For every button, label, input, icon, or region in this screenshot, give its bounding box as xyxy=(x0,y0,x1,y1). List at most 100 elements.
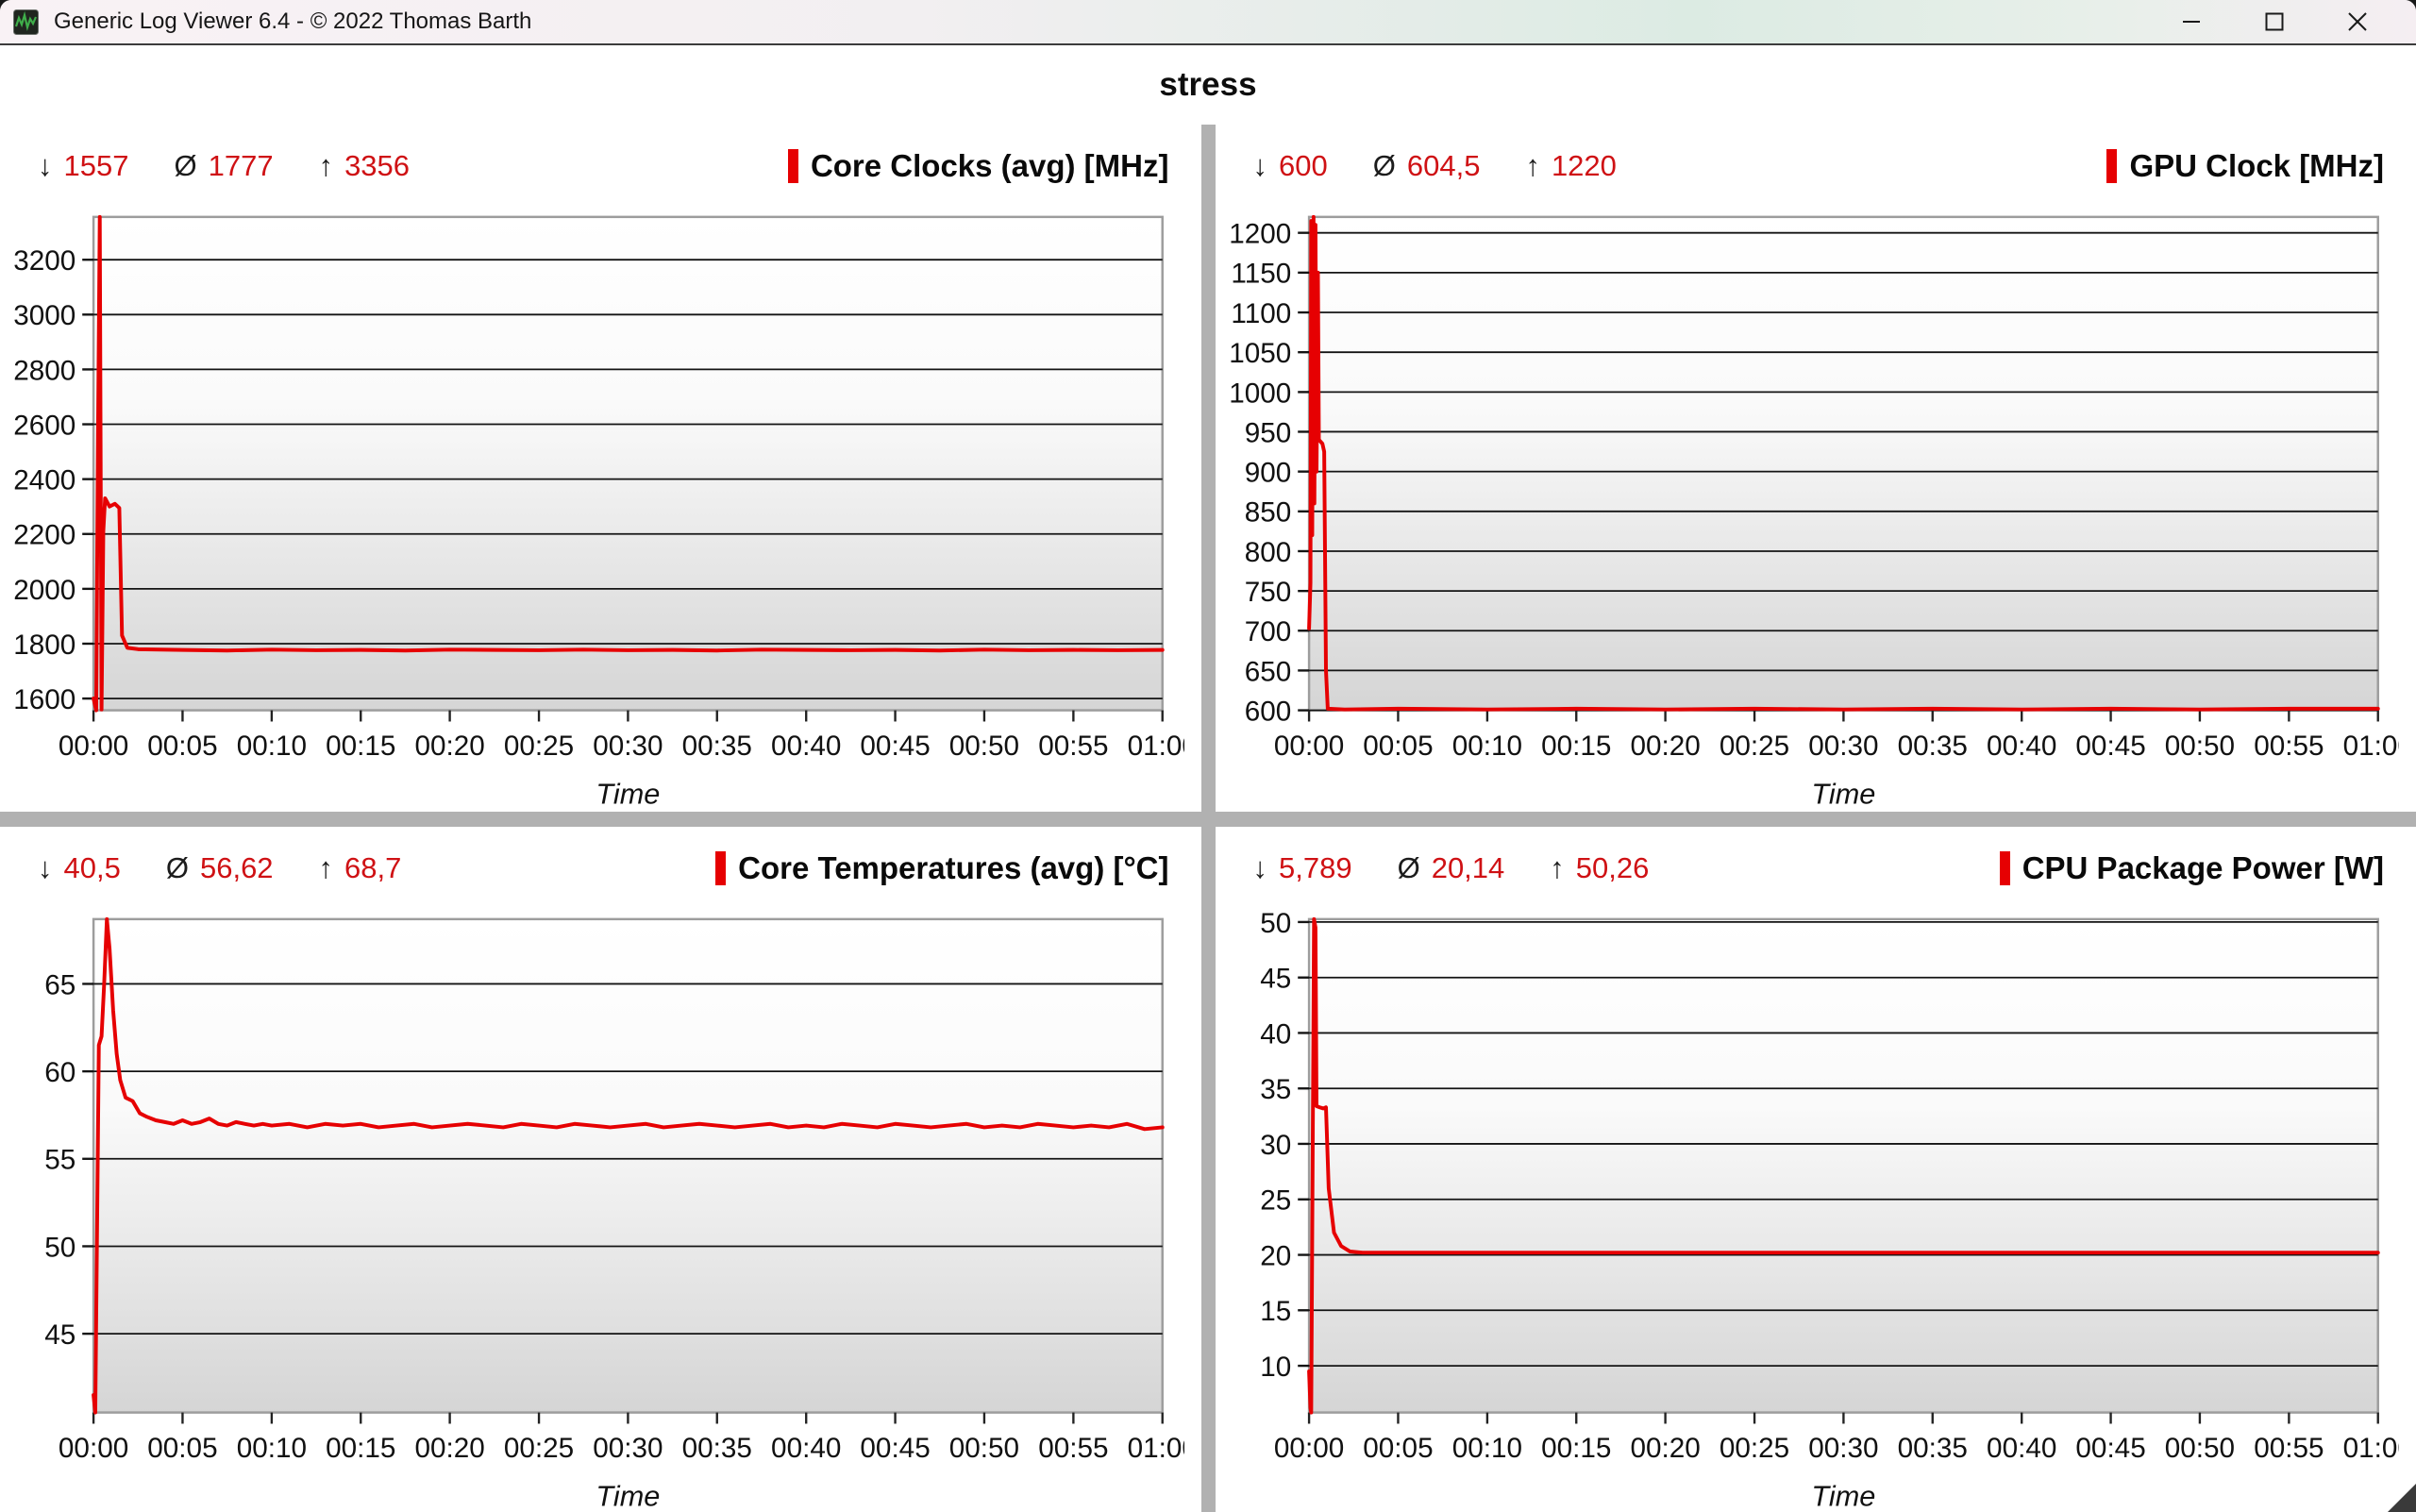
minimize-button[interactable] xyxy=(2150,0,2233,43)
maximize-button[interactable] xyxy=(2233,0,2316,43)
chart-stats: ↓ 600 Ø 604,5 ↑ 1220 xyxy=(1253,149,1617,183)
svg-text:900: 900 xyxy=(1244,458,1291,489)
svg-text:00:50: 00:50 xyxy=(949,1433,1019,1464)
svg-text:01:00: 01:00 xyxy=(2342,731,2399,762)
svg-text:00:15: 00:15 xyxy=(326,731,395,762)
app-logo-icon xyxy=(13,8,39,35)
svg-text:50: 50 xyxy=(1260,907,1291,938)
svg-text:1200: 1200 xyxy=(1229,219,1291,250)
svg-text:00:40: 00:40 xyxy=(771,731,841,762)
svg-text:00:30: 00:30 xyxy=(593,731,663,762)
svg-text:Time: Time xyxy=(1811,1479,1875,1511)
svg-text:650: 650 xyxy=(1244,656,1291,687)
svg-text:00:25: 00:25 xyxy=(1719,731,1788,762)
svg-text:65: 65 xyxy=(44,969,76,1000)
chart-panel-core-clocks: ↓ 1557 Ø 1777 ↑ 3356 Core Clocks (avg) [… xyxy=(0,125,1201,812)
svg-text:45: 45 xyxy=(1260,963,1291,994)
chart-header: ↓ 600 Ø 604,5 ↑ 1220 GPU Clock [MHz] xyxy=(1223,140,2400,193)
chart-title: Core Clocks (avg) [MHz] xyxy=(810,148,1169,183)
svg-text:60: 60 xyxy=(44,1057,76,1088)
max-arrow-icon: ↑ xyxy=(318,149,334,182)
svg-text:00:35: 00:35 xyxy=(682,1433,752,1464)
max-arrow-icon: ↑ xyxy=(1550,850,1565,884)
svg-text:45: 45 xyxy=(44,1319,76,1351)
chart-legend: GPU Clock [MHz] xyxy=(2106,148,2384,184)
svg-text:00:40: 00:40 xyxy=(1987,731,2056,762)
stat-max-value: 3356 xyxy=(344,149,411,182)
stat-max-value: 1220 xyxy=(1551,149,1617,182)
close-button[interactable] xyxy=(2316,0,2399,43)
avg-symbol-icon: Ø xyxy=(174,149,197,182)
svg-text:00:30: 00:30 xyxy=(1808,1433,1878,1464)
svg-text:00:55: 00:55 xyxy=(2254,1433,2324,1464)
stat-avg-value: 56,62 xyxy=(199,850,274,884)
stat-avg-value: 604,5 xyxy=(1406,149,1481,182)
svg-text:950: 950 xyxy=(1244,417,1291,448)
svg-text:30: 30 xyxy=(1260,1129,1291,1160)
chart-panel-core-temperatures: ↓ 40,5 Ø 56,62 ↑ 68,7 Core Temperatures … xyxy=(0,826,1201,1512)
chart-header: ↓ 1557 Ø 1777 ↑ 3356 Core Clocks (avg) [… xyxy=(8,140,1184,193)
min-arrow-icon: ↓ xyxy=(1252,149,1268,182)
resize-grip-icon[interactable] xyxy=(2388,1484,2416,1512)
svg-text:Time: Time xyxy=(1811,778,1875,810)
svg-text:00:00: 00:00 xyxy=(59,731,128,762)
avg-symbol-icon: Ø xyxy=(1372,149,1396,182)
svg-text:00:55: 00:55 xyxy=(1038,1433,1108,1464)
svg-text:00:45: 00:45 xyxy=(2075,1433,2145,1464)
svg-text:00:45: 00:45 xyxy=(2075,731,2145,762)
svg-text:00:20: 00:20 xyxy=(1630,1433,1700,1464)
svg-text:00:25: 00:25 xyxy=(504,1433,574,1464)
svg-text:00:45: 00:45 xyxy=(860,731,930,762)
chart-plot-cpu-package-power[interactable]: 10 15 20 25 30 35 40 45 50 00:00 00:05 00:10 00:15 00… xyxy=(1223,904,2399,1511)
svg-text:00:20: 00:20 xyxy=(414,731,484,762)
svg-text:50: 50 xyxy=(44,1232,76,1263)
page-title: stress xyxy=(0,45,2416,125)
svg-text:2800: 2800 xyxy=(13,355,76,386)
svg-text:00:05: 00:05 xyxy=(147,731,217,762)
chart-stats: ↓ 1557 Ø 1777 ↑ 3356 xyxy=(38,149,410,183)
chart-plot-gpu-clock[interactable]: 600 650 700 750 800 850 900 950 1000 1050 1100 1150… xyxy=(1223,202,2399,810)
svg-text:1000: 1000 xyxy=(1229,378,1291,409)
svg-text:01:00: 01:00 xyxy=(2342,1433,2399,1464)
chart-panel-gpu-clock: ↓ 600 Ø 604,5 ↑ 1220 GPU Clock [MHz] 600… xyxy=(1215,125,2416,812)
stat-min-value: 40,5 xyxy=(63,850,121,884)
svg-text:00:30: 00:30 xyxy=(1808,731,1878,762)
svg-text:00:10: 00:10 xyxy=(237,731,307,762)
chart-plot-core-temperatures[interactable]: 45 50 55 60 65 00:00 00:05 00:10 00:15 00:20 00:25… xyxy=(8,904,1184,1511)
svg-text:700: 700 xyxy=(1244,616,1291,647)
chart-header: ↓ 40,5 Ø 56,62 ↑ 68,7 Core Temperatures … xyxy=(8,842,1184,895)
svg-text:00:50: 00:50 xyxy=(2164,731,2234,762)
stat-max-value: 50,26 xyxy=(1575,850,1650,884)
svg-text:00:10: 00:10 xyxy=(1451,731,1521,762)
svg-text:1100: 1100 xyxy=(1231,298,1291,329)
chart-title: CPU Package Power [W] xyxy=(2022,849,2384,885)
svg-text:00:40: 00:40 xyxy=(1987,1433,2056,1464)
min-arrow-icon: ↓ xyxy=(38,149,53,182)
svg-text:00:05: 00:05 xyxy=(147,1433,217,1464)
min-arrow-icon: ↓ xyxy=(1252,850,1268,884)
chart-plot-core-clocks[interactable]: 1600 1800 2000 2200 2400 2600 2800 3000 3200 00:0… xyxy=(8,202,1184,810)
svg-text:00:30: 00:30 xyxy=(593,1433,663,1464)
svg-text:1150: 1150 xyxy=(1231,259,1291,290)
svg-text:25: 25 xyxy=(1260,1184,1291,1216)
stat-min-value: 1557 xyxy=(63,149,129,182)
svg-text:2200: 2200 xyxy=(13,520,76,551)
svg-text:Time: Time xyxy=(596,1479,660,1511)
svg-text:00:15: 00:15 xyxy=(1541,731,1611,762)
svg-text:01:00: 01:00 xyxy=(1128,1433,1184,1464)
chart-stats: ↓ 5,789 Ø 20,14 ↑ 50,26 xyxy=(1253,851,1650,885)
svg-text:00:10: 00:10 xyxy=(1451,1433,1521,1464)
maximize-icon xyxy=(2265,12,2284,31)
svg-text:850: 850 xyxy=(1244,497,1291,529)
series-color-bar xyxy=(1999,850,2010,885)
max-arrow-icon: ↑ xyxy=(1525,149,1540,182)
svg-text:1050: 1050 xyxy=(1229,338,1291,369)
svg-text:00:35: 00:35 xyxy=(1897,1433,1967,1464)
stat-min-value: 600 xyxy=(1279,149,1328,182)
svg-text:600: 600 xyxy=(1244,696,1291,727)
svg-text:15: 15 xyxy=(1260,1296,1291,1327)
title-bar[interactable]: Generic Log Viewer 6.4 - © 2022 Thomas B… xyxy=(0,0,2416,45)
avg-symbol-icon: Ø xyxy=(1397,850,1420,884)
svg-text:2600: 2600 xyxy=(13,410,76,441)
